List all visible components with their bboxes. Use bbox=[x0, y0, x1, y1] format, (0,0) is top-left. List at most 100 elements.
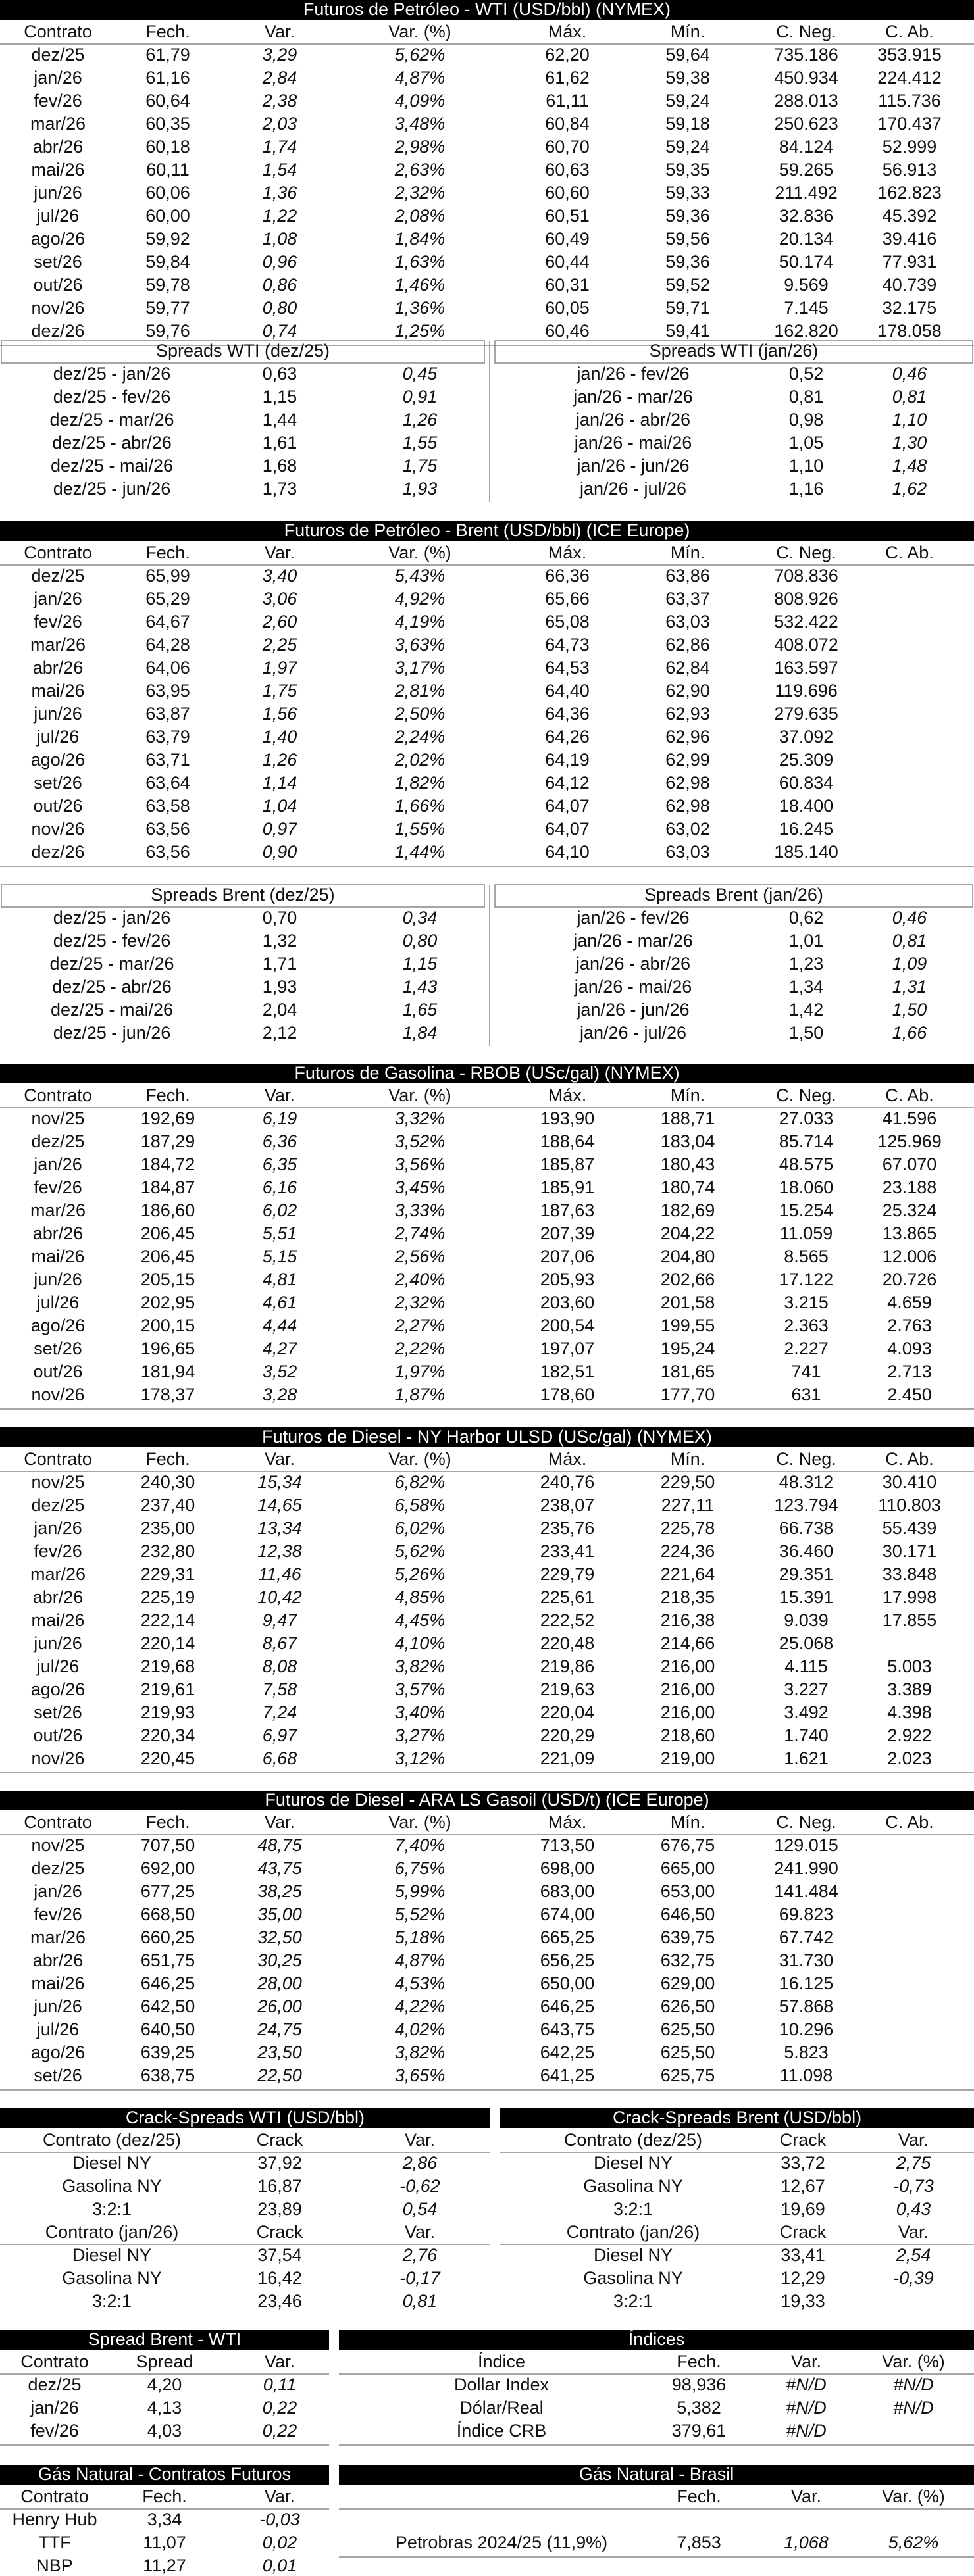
crack-cell: 2,76 bbox=[402, 2245, 438, 2265]
table-cell: 30.171 bbox=[883, 1541, 937, 1561]
spread-cell: jan/26 - abr/26 bbox=[575, 410, 690, 430]
table-cell: nov/26 bbox=[31, 819, 84, 839]
spread-cell: jan/26 - jul/26 bbox=[579, 1023, 686, 1043]
table-cell: 221,09 bbox=[540, 1748, 595, 1768]
table-cell: 3,29 bbox=[263, 45, 297, 64]
table-cell: 2,24% bbox=[394, 727, 446, 747]
table-cell: 6,36 bbox=[263, 1131, 298, 1151]
spread-cell: 0,34 bbox=[403, 908, 438, 928]
column-header: Fech. bbox=[145, 543, 190, 562]
table-cell: 2,81% bbox=[394, 681, 446, 701]
table-cell: 674,00 bbox=[540, 1904, 595, 1924]
table-cell: jul/26 bbox=[36, 727, 80, 747]
column-header: Fech. bbox=[145, 1085, 190, 1105]
spread-cell: jan/26 - mar/26 bbox=[573, 931, 693, 951]
table-cell: 660,25 bbox=[141, 1927, 195, 1947]
table-cell: 1,75 bbox=[263, 681, 298, 701]
column-header: Var. bbox=[265, 2352, 295, 2371]
crack-cell: 0,54 bbox=[403, 2199, 438, 2219]
table-cell: #N/D bbox=[786, 2398, 827, 2417]
table-cell: 0,96 bbox=[263, 252, 298, 272]
column-header: Var. bbox=[405, 2222, 435, 2242]
spread-cell: dez/25 - jun/26 bbox=[53, 1023, 171, 1043]
table-cell: Dólar/Real bbox=[459, 2398, 544, 2417]
table-cell: nov/25 bbox=[31, 1835, 84, 1855]
table-cell: 3,45% bbox=[395, 1177, 446, 1197]
table-cell: 6,19 bbox=[263, 1108, 297, 1128]
table-cell: NBP bbox=[36, 2556, 73, 2575]
table-cell: 640,50 bbox=[141, 2019, 195, 2039]
column-header: Contrato bbox=[20, 2487, 89, 2506]
table-cell: 185,87 bbox=[540, 1154, 595, 1174]
spread-cell: jan/26 - mai/26 bbox=[574, 977, 692, 997]
table-cell: ago/26 bbox=[31, 750, 86, 770]
spread-cell: 0,46 bbox=[892, 908, 928, 928]
table-cell: 63,79 bbox=[145, 727, 190, 747]
table-cell: 232,80 bbox=[141, 1541, 195, 1561]
table-cell: mar/26 bbox=[30, 114, 86, 134]
table-cell: 1.740 bbox=[784, 1725, 829, 1745]
table-cell: 180,74 bbox=[661, 1177, 715, 1197]
table-cell: 2.922 bbox=[887, 1725, 932, 1745]
table-cell: 41.596 bbox=[883, 1108, 937, 1128]
table-cell: 66.738 bbox=[779, 1518, 834, 1538]
table-cell: 532.422 bbox=[774, 612, 838, 632]
table-cell: 220,34 bbox=[141, 1725, 195, 1745]
table-cell: 64,53 bbox=[545, 658, 590, 678]
table-cell: 50.174 bbox=[779, 252, 834, 272]
table-cell: out/26 bbox=[33, 1362, 82, 1381]
table-cell: mai/26 bbox=[31, 681, 84, 701]
table-cell: 60,46 bbox=[545, 321, 590, 341]
table-cell: 110.803 bbox=[878, 1495, 941, 1515]
table-cell: 84.124 bbox=[779, 137, 834, 157]
table-cell: 205,15 bbox=[141, 1270, 195, 1289]
table-cell: 1,55% bbox=[395, 819, 446, 839]
table-cell: 63,03 bbox=[665, 612, 710, 632]
table-cell: 23.188 bbox=[883, 1177, 937, 1197]
table-cell: 6,16 bbox=[263, 1177, 298, 1197]
table-cell: 219,86 bbox=[540, 1656, 595, 1676]
table-cell: 4,44 bbox=[263, 1316, 297, 1335]
table-cell: 641,25 bbox=[540, 2066, 595, 2085]
table-cell: set/26 bbox=[34, 252, 82, 272]
table-cell: mar/26 bbox=[30, 1564, 86, 1584]
table-cell: 4,85% bbox=[395, 1587, 446, 1607]
table-cell: 216,00 bbox=[661, 1679, 715, 1699]
column-header: Var. bbox=[265, 22, 295, 41]
table-cell: 30.410 bbox=[883, 1472, 937, 1492]
table-cell: 205,93 bbox=[540, 1270, 595, 1289]
table-cell: 15.391 bbox=[779, 1587, 834, 1607]
column-header: Mín. bbox=[671, 1085, 705, 1105]
section-bar bbox=[0, 521, 974, 541]
column-header: Var. bbox=[405, 2130, 435, 2150]
table-cell: 9,47 bbox=[263, 1610, 298, 1630]
table-cell: jan/26 bbox=[33, 68, 82, 87]
table-cell: 214,66 bbox=[661, 1633, 715, 1653]
table-cell: 218,35 bbox=[661, 1587, 715, 1607]
table-cell: 61,16 bbox=[145, 68, 190, 87]
table-cell: 3.492 bbox=[784, 1702, 829, 1722]
table-cell: 64,67 bbox=[145, 612, 190, 632]
table-cell: 28,00 bbox=[257, 1973, 302, 1993]
table-cell: 25.068 bbox=[779, 1633, 834, 1653]
table-cell: 60,70 bbox=[545, 137, 590, 157]
table-cell: #N/D bbox=[786, 2421, 827, 2440]
table-cell: fev/26 bbox=[34, 1541, 82, 1561]
crack-cell: 16,87 bbox=[257, 2176, 302, 2196]
spread-cell: 0,80 bbox=[403, 931, 438, 951]
table-cell: 60,35 bbox=[145, 114, 190, 134]
column-header: Var. bbox=[265, 543, 295, 562]
section-title: Futuros de Gasolina - RBOB (USc/gal) (NY… bbox=[294, 1063, 679, 1083]
table-cell: 188,64 bbox=[540, 1131, 595, 1151]
spread-cell: dez/25 - jan/26 bbox=[53, 908, 171, 928]
column-header: C. Ab. bbox=[885, 543, 934, 562]
table-cell: 225,78 bbox=[661, 1518, 715, 1538]
table-cell: 62,86 bbox=[665, 635, 710, 655]
spread-header-box bbox=[494, 884, 973, 908]
table-cell: 3,82% bbox=[395, 2043, 446, 2062]
table-cell: 59,18 bbox=[665, 114, 710, 134]
column-header: Máx. bbox=[548, 1085, 587, 1105]
table-cell: 229,79 bbox=[540, 1564, 595, 1584]
column-header: Var. bbox=[791, 2487, 821, 2506]
table-cell: 1,82% bbox=[395, 773, 446, 793]
